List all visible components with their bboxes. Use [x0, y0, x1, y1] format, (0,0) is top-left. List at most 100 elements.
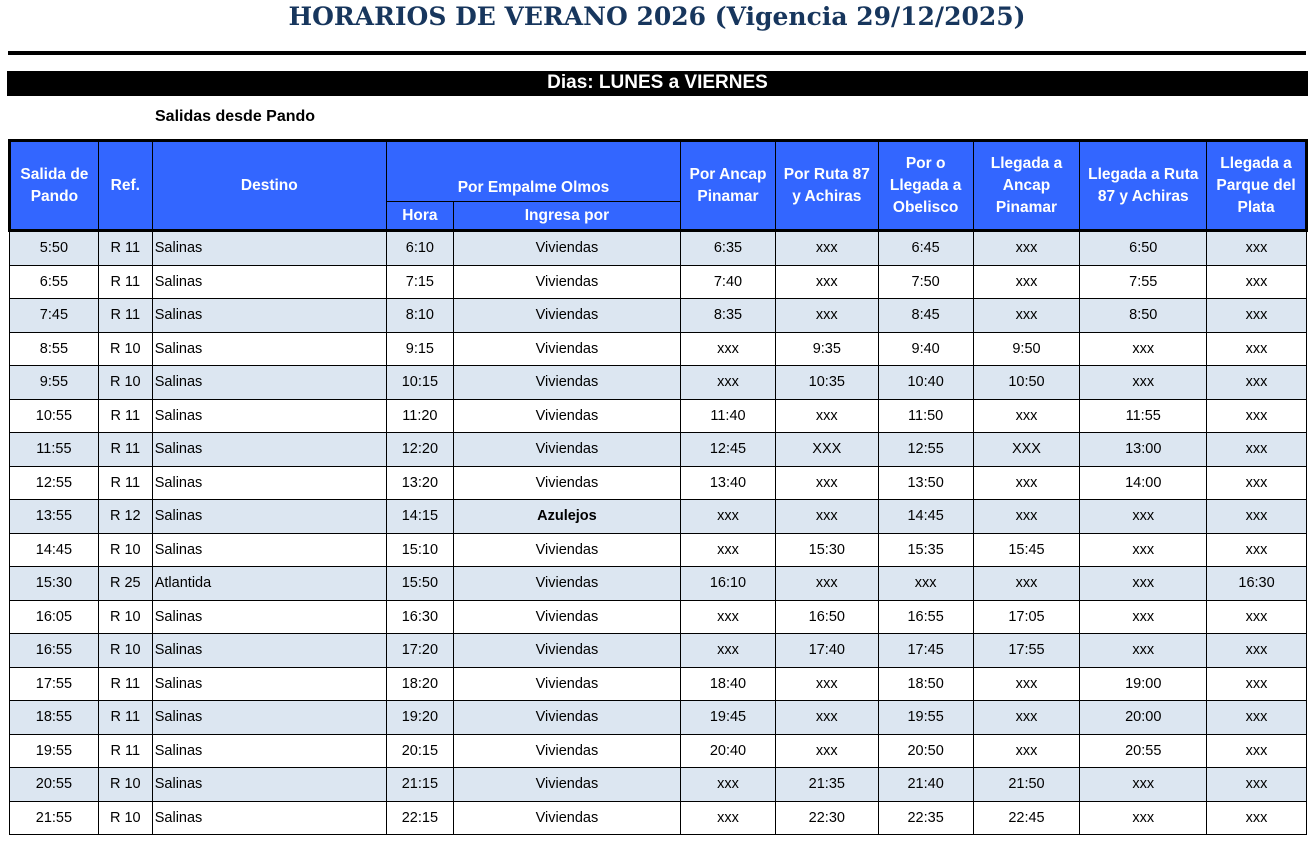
- cell-salida: 12:55: [9, 465, 99, 500]
- cell-llegada-parque: xxx: [1206, 331, 1307, 366]
- cell-salida: 6:55: [9, 264, 99, 299]
- cell-llegada-ruta87: xxx: [1079, 767, 1208, 802]
- cell-llegada-parque: xxx: [1206, 733, 1307, 768]
- schedule-table: Salida de Pando Ref. Destino Por Empalme…: [8, 139, 1308, 835]
- cell-ruta87: xxx: [774, 700, 879, 735]
- cell-ruta87: xxx: [774, 465, 879, 500]
- cell-ingresa: Viviendas: [452, 666, 682, 701]
- cell-llegada-ancap: 9:50: [972, 331, 1081, 366]
- cell-salida: 20:55: [9, 767, 99, 802]
- cell-obelisco: 19:55: [877, 700, 974, 735]
- cell-ref: R 10: [97, 800, 153, 835]
- cell-destino: Salinas: [151, 700, 387, 735]
- cell-llegada-parque: xxx: [1206, 298, 1307, 333]
- header-empalme: Por Empalme Olmos: [385, 140, 682, 202]
- header-destino: Destino: [151, 140, 387, 231]
- cell-llegada-ancap: 21:50: [972, 767, 1081, 802]
- cell-destino: Salinas: [151, 298, 387, 333]
- cell-salida: 17:55: [9, 666, 99, 701]
- cell-llegada-parque: xxx: [1206, 264, 1307, 299]
- cell-ingresa: Viviendas: [452, 767, 682, 802]
- cell-ancap: 16:10: [680, 566, 776, 601]
- cell-destino: Salinas: [151, 767, 387, 802]
- table-row: 16:05 R 10 Salinas 16:30 Viviendas xxx 16:50 16…: [9, 599, 1307, 634]
- cell-llegada-parque: 16:30: [1206, 566, 1307, 601]
- cell-ref: R 11: [97, 432, 153, 467]
- cell-ingresa: Viviendas: [452, 465, 682, 500]
- cell-salida: 9:55: [9, 365, 99, 400]
- cell-destino: Salinas: [151, 331, 387, 366]
- cell-hora: 18:20: [385, 666, 454, 701]
- cell-llegada-parque: xxx: [1206, 800, 1307, 835]
- table-row: 15:30 R 25 Atlantida 15:50 Viviendas 16:10 xxx…: [9, 566, 1307, 601]
- cell-ancap: 19:45: [680, 700, 776, 735]
- cell-llegada-ruta87: 19:00: [1079, 666, 1208, 701]
- cell-destino: Salinas: [151, 800, 387, 835]
- cell-obelisco: 21:40: [877, 767, 974, 802]
- cell-hora: 6:10: [385, 230, 454, 266]
- table-row: 13:55 R 12 Salinas 14:15 Azulejos xxx xxx 14:45…: [9, 499, 1307, 534]
- cell-llegada-parque: xxx: [1206, 230, 1307, 266]
- cell-llegada-ruta87: xxx: [1079, 532, 1208, 567]
- cell-llegada-parque: xxx: [1206, 666, 1307, 701]
- cell-salida: 13:55: [9, 499, 99, 534]
- header-llegada-ruta87: Llegada a Ruta 87 y Achiras: [1079, 140, 1208, 231]
- cell-salida: 7:45: [9, 298, 99, 333]
- cell-llegada-ruta87: 13:00: [1079, 432, 1208, 467]
- cell-ruta87: xxx: [774, 264, 879, 299]
- table-row: 20:55 R 10 Salinas 21:15 Viviendas xxx 21:35 21…: [9, 767, 1307, 802]
- cell-hora: 12:20: [385, 432, 454, 467]
- cell-ref: R 10: [97, 633, 153, 668]
- cell-hora: 21:15: [385, 767, 454, 802]
- cell-ingresa: Viviendas: [452, 800, 682, 835]
- header-hora: Hora: [385, 201, 454, 231]
- cell-ruta87: 9:35: [774, 331, 879, 366]
- cell-ref: R 12: [97, 499, 153, 534]
- table-row: 6:55 R 11 Salinas 7:15 Viviendas 7:40 xxx 7:50 x…: [9, 264, 1307, 299]
- cell-hora: 19:20: [385, 700, 454, 735]
- cell-ingresa: Viviendas: [452, 733, 682, 768]
- cell-llegada-ancap: 22:45: [972, 800, 1081, 835]
- cell-obelisco: 9:40: [877, 331, 974, 366]
- header-obelisco: Por o Llegada a Obelisco: [877, 140, 974, 231]
- cell-salida: 11:55: [9, 432, 99, 467]
- cell-llegada-ancap: xxx: [972, 733, 1081, 768]
- cell-llegada-parque: xxx: [1206, 700, 1307, 735]
- cell-ancap: xxx: [680, 599, 776, 634]
- cell-hora: 7:15: [385, 264, 454, 299]
- cell-obelisco: 10:40: [877, 365, 974, 400]
- cell-llegada-parque: xxx: [1206, 599, 1307, 634]
- cell-obelisco: xxx: [877, 566, 974, 601]
- cell-obelisco: 22:35: [877, 800, 974, 835]
- cell-destino: Salinas: [151, 264, 387, 299]
- table-row: 8:55 R 10 Salinas 9:15 Viviendas xxx 9:35 9:40 9…: [9, 331, 1307, 366]
- cell-ruta87: 22:30: [774, 800, 879, 835]
- cell-ancap: xxx: [680, 767, 776, 802]
- cell-ancap: xxx: [680, 633, 776, 668]
- table-row: 7:45 R 11 Salinas 8:10 Viviendas 8:35 xxx 8:45 x…: [9, 298, 1307, 333]
- cell-hora: 20:15: [385, 733, 454, 768]
- cell-obelisco: 7:50: [877, 264, 974, 299]
- cell-hora: 16:30: [385, 599, 454, 634]
- cell-ruta87: xxx: [774, 298, 879, 333]
- cell-llegada-ancap: 17:55: [972, 633, 1081, 668]
- cell-destino: Salinas: [151, 666, 387, 701]
- cell-ruta87: 10:35: [774, 365, 879, 400]
- cell-ingresa: Viviendas: [452, 298, 682, 333]
- cell-obelisco: 17:45: [877, 633, 974, 668]
- cell-salida: 19:55: [9, 733, 99, 768]
- cell-llegada-ancap: xxx: [972, 566, 1081, 601]
- cell-ingresa: Viviendas: [452, 331, 682, 366]
- cell-llegada-ancap: 17:05: [972, 599, 1081, 634]
- cell-llegada-ruta87: xxx: [1079, 800, 1208, 835]
- cell-llegada-parque: xxx: [1206, 398, 1307, 433]
- cell-ref: R 11: [97, 264, 153, 299]
- table-row: 18:55 R 11 Salinas 19:20 Viviendas 19:45 xxx 19…: [9, 700, 1307, 735]
- cell-obelisco: 18:50: [877, 666, 974, 701]
- cell-ref: R 10: [97, 532, 153, 567]
- cell-ruta87: xxx: [774, 566, 879, 601]
- cell-salida: 5:50: [9, 230, 99, 266]
- cell-hora: 9:15: [385, 331, 454, 366]
- cell-salida: 18:55: [9, 700, 99, 735]
- cell-ingresa: Viviendas: [452, 633, 682, 668]
